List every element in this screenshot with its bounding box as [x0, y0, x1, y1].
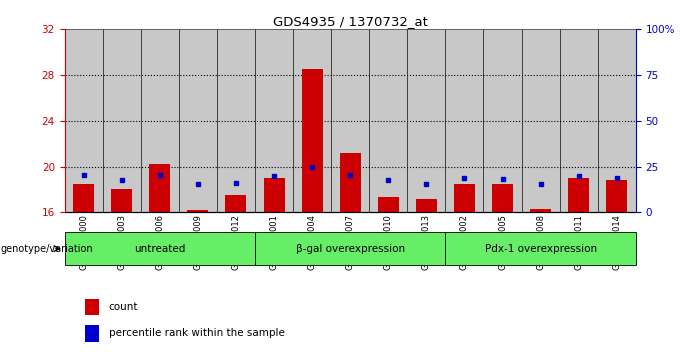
Bar: [522, 29, 560, 212]
Bar: [530, 209, 551, 212]
Bar: [255, 29, 293, 212]
Bar: [369, 29, 407, 212]
Bar: [331, 29, 369, 212]
Bar: [255, 232, 445, 265]
Text: percentile rank within the sample: percentile rank within the sample: [109, 329, 285, 338]
Bar: [226, 195, 246, 212]
Bar: [141, 29, 179, 212]
Bar: [454, 184, 475, 212]
Bar: [445, 29, 483, 212]
Bar: [302, 69, 322, 212]
Bar: [65, 232, 255, 265]
Bar: [65, 29, 103, 212]
Bar: [103, 29, 141, 212]
Bar: [445, 232, 636, 265]
Bar: [85, 298, 99, 315]
Bar: [568, 178, 589, 212]
Text: Pdx-1 overexpression: Pdx-1 overexpression: [485, 244, 596, 254]
Bar: [264, 178, 284, 212]
Bar: [492, 184, 513, 212]
Text: β-gal overexpression: β-gal overexpression: [296, 244, 405, 254]
Text: count: count: [109, 302, 138, 312]
Bar: [179, 29, 217, 212]
Bar: [416, 199, 437, 212]
Bar: [378, 197, 398, 212]
Text: genotype/variation: genotype/variation: [1, 244, 93, 254]
Bar: [293, 29, 331, 212]
Bar: [560, 29, 598, 212]
Bar: [598, 29, 636, 212]
Bar: [340, 153, 360, 212]
Bar: [217, 29, 255, 212]
Bar: [407, 29, 445, 212]
Bar: [73, 184, 94, 212]
Bar: [607, 180, 627, 212]
Bar: [85, 325, 99, 342]
Bar: [112, 189, 132, 212]
Text: untreated: untreated: [134, 244, 186, 254]
Bar: [483, 29, 522, 212]
Bar: [150, 164, 170, 212]
Title: GDS4935 / 1370732_at: GDS4935 / 1370732_at: [273, 15, 428, 28]
Bar: [188, 210, 208, 212]
